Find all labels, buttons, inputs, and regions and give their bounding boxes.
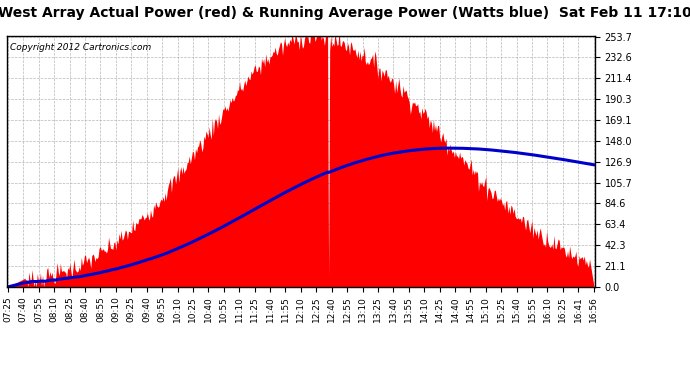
Text: Copyright 2012 Cartronics.com: Copyright 2012 Cartronics.com <box>10 43 151 52</box>
Text: West Array Actual Power (red) & Running Average Power (Watts blue)  Sat Feb 11 1: West Array Actual Power (red) & Running … <box>0 6 690 20</box>
